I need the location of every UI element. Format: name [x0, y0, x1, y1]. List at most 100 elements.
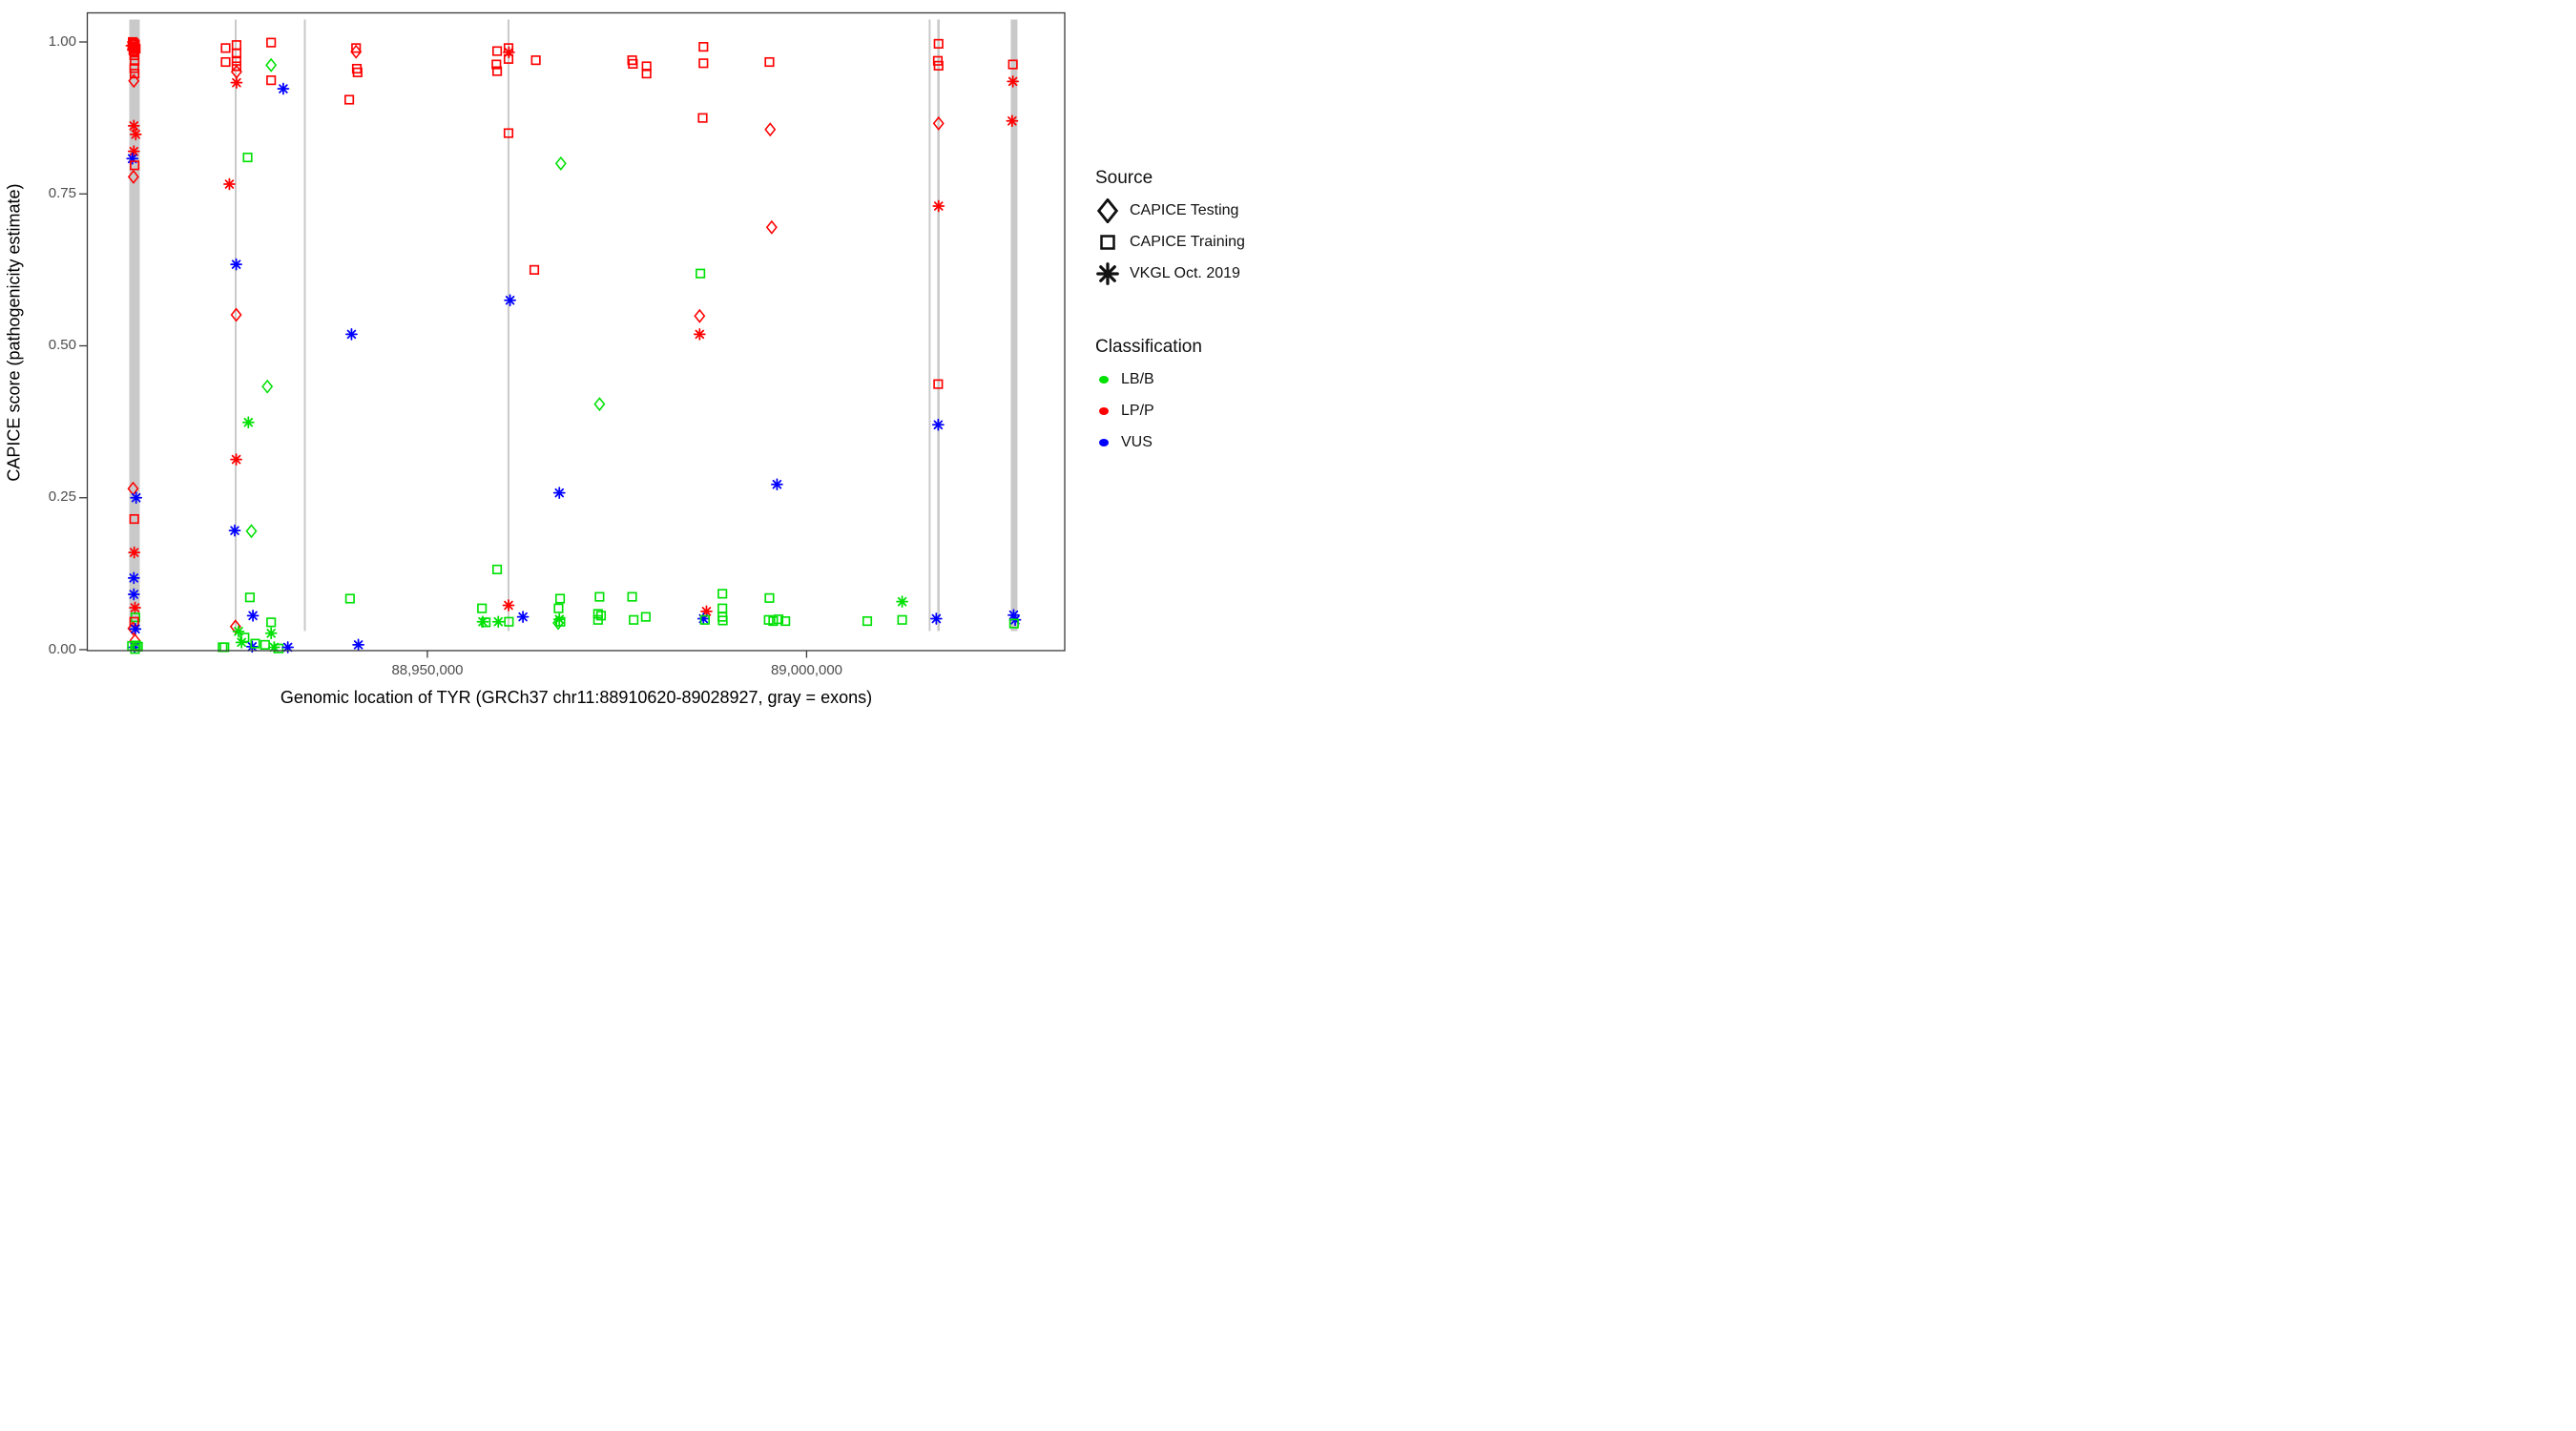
data-point-training — [629, 614, 639, 625]
legend-source-header: Source — [1095, 168, 1153, 188]
data-point-training — [696, 268, 706, 279]
data-point-vkgl — [516, 610, 530, 623]
data-point-testing — [764, 122, 777, 136]
data-point-training — [266, 37, 277, 48]
blue-dot-icon — [1099, 439, 1109, 446]
legend-item-label: LB/B — [1121, 371, 1154, 387]
y-axis-title: CAPICE score (pathogenicity estimate) — [4, 183, 24, 482]
y-tick-label: 0.75 — [48, 184, 76, 201]
square-icon — [1100, 235, 1115, 250]
scatter-plot-canvas — [79, 11, 1066, 657]
data-point-vkgl — [235, 635, 248, 649]
data-point-vkgl — [552, 486, 566, 499]
data-point-training — [491, 45, 503, 56]
data-point-training — [266, 74, 277, 85]
legend-item-label: LP/P — [1121, 403, 1154, 419]
data-point-vkgl — [929, 612, 943, 625]
data-point-vkgl — [127, 570, 140, 584]
data-point-training — [529, 264, 540, 275]
data-point-training — [717, 588, 728, 598]
green-dot-icon — [1099, 376, 1109, 384]
x-tick-label: 88,950,000 — [391, 662, 464, 678]
data-point-training — [260, 639, 270, 650]
data-point-vkgl — [264, 626, 278, 639]
exon-bar — [507, 19, 509, 631]
legend: Source CAPICE Testing CAPICE Training VK… — [1095, 168, 1286, 462]
exon-bar — [937, 19, 940, 631]
data-point-vkgl — [127, 588, 140, 600]
data-point-vkgl — [246, 609, 260, 622]
y-tick-label: 0.00 — [48, 640, 76, 657]
data-point-training — [698, 41, 709, 52]
data-point-testing — [261, 379, 273, 393]
data-point-testing — [593, 397, 606, 411]
data-point-training — [640, 612, 651, 622]
data-point-training — [266, 616, 277, 627]
data-point-vkgl — [502, 598, 515, 612]
data-point-vkgl — [896, 594, 908, 608]
data-point-training — [530, 54, 541, 65]
exon-bar — [303, 19, 306, 631]
exon-bar — [235, 19, 238, 631]
diamond-icon — [1097, 198, 1118, 223]
data-point-vkgl — [128, 546, 141, 558]
data-point-vkgl — [491, 614, 505, 628]
legend-spacer — [1095, 293, 1286, 337]
y-tick-label: 0.25 — [48, 488, 76, 505]
data-point-vkgl — [1006, 114, 1019, 127]
data-point-training — [627, 591, 637, 602]
red-dot-icon — [1099, 407, 1109, 415]
data-point-vkgl — [345, 327, 358, 341]
data-point-training — [343, 93, 355, 105]
data-point-training — [897, 614, 907, 625]
plot-border — [86, 11, 1066, 652]
data-point-vkgl — [277, 82, 290, 94]
data-point-vkgl — [931, 418, 945, 431]
data-point-training — [764, 56, 775, 67]
data-point-training — [553, 603, 564, 613]
data-point-vkgl — [130, 490, 143, 504]
data-point-testing — [245, 524, 258, 538]
data-point-vkgl — [230, 258, 242, 271]
data-point-training — [244, 591, 255, 602]
data-point-vkgl — [230, 452, 242, 466]
data-point-vkgl — [232, 625, 245, 637]
x-tick-label: 89,000,000 — [770, 662, 843, 678]
legend-item-lpp: LP/P — [1095, 399, 1286, 424]
data-point-vkgl — [129, 601, 141, 613]
data-point-vkgl — [223, 177, 236, 190]
exon-bar — [129, 19, 140, 631]
data-point-training — [717, 603, 728, 613]
data-point-training — [477, 603, 488, 613]
legend-classification-header: Classification — [1095, 337, 1202, 357]
data-point-training — [697, 113, 708, 123]
data-point-training — [594, 591, 605, 602]
data-point-vkgl — [932, 199, 945, 212]
exon-bar — [928, 19, 931, 631]
x-axis-title: Genomic location of TYR (GRCh37 chr11:88… — [280, 688, 873, 707]
y-tick-label: 1.00 — [48, 32, 76, 50]
data-point-testing — [265, 57, 277, 72]
data-point-training — [554, 592, 566, 604]
data-point-training — [764, 592, 775, 603]
data-point-vkgl — [228, 524, 241, 537]
data-point-training — [491, 564, 503, 574]
legend-item-label: CAPICE Testing — [1130, 202, 1239, 218]
data-point-testing — [766, 219, 778, 234]
data-point-vkgl — [127, 144, 140, 157]
legend-item-capice-testing: CAPICE Testing — [1095, 198, 1286, 223]
legend-item-lbb: LB/B — [1095, 367, 1286, 392]
legend-item-vkgl: VKGL Oct. 2019 — [1095, 261, 1286, 286]
capice-tyr-scatter-figure: 1.00 0.75 0.50 0.25 0.00 88,950,000 89,0… — [0, 0, 1288, 716]
data-point-testing — [555, 156, 567, 170]
data-point-training — [698, 57, 709, 68]
legend-item-label: CAPICE Training — [1130, 234, 1245, 250]
data-point-training — [220, 56, 231, 67]
data-point-vkgl — [127, 119, 140, 132]
asterisk-icon — [1096, 262, 1119, 285]
data-point-training — [242, 152, 253, 162]
data-point-vkgl — [771, 477, 783, 490]
legend-item-label: VKGL Oct. 2019 — [1130, 265, 1240, 281]
y-tick-label: 0.50 — [48, 337, 76, 353]
data-point-vkgl — [129, 127, 142, 140]
